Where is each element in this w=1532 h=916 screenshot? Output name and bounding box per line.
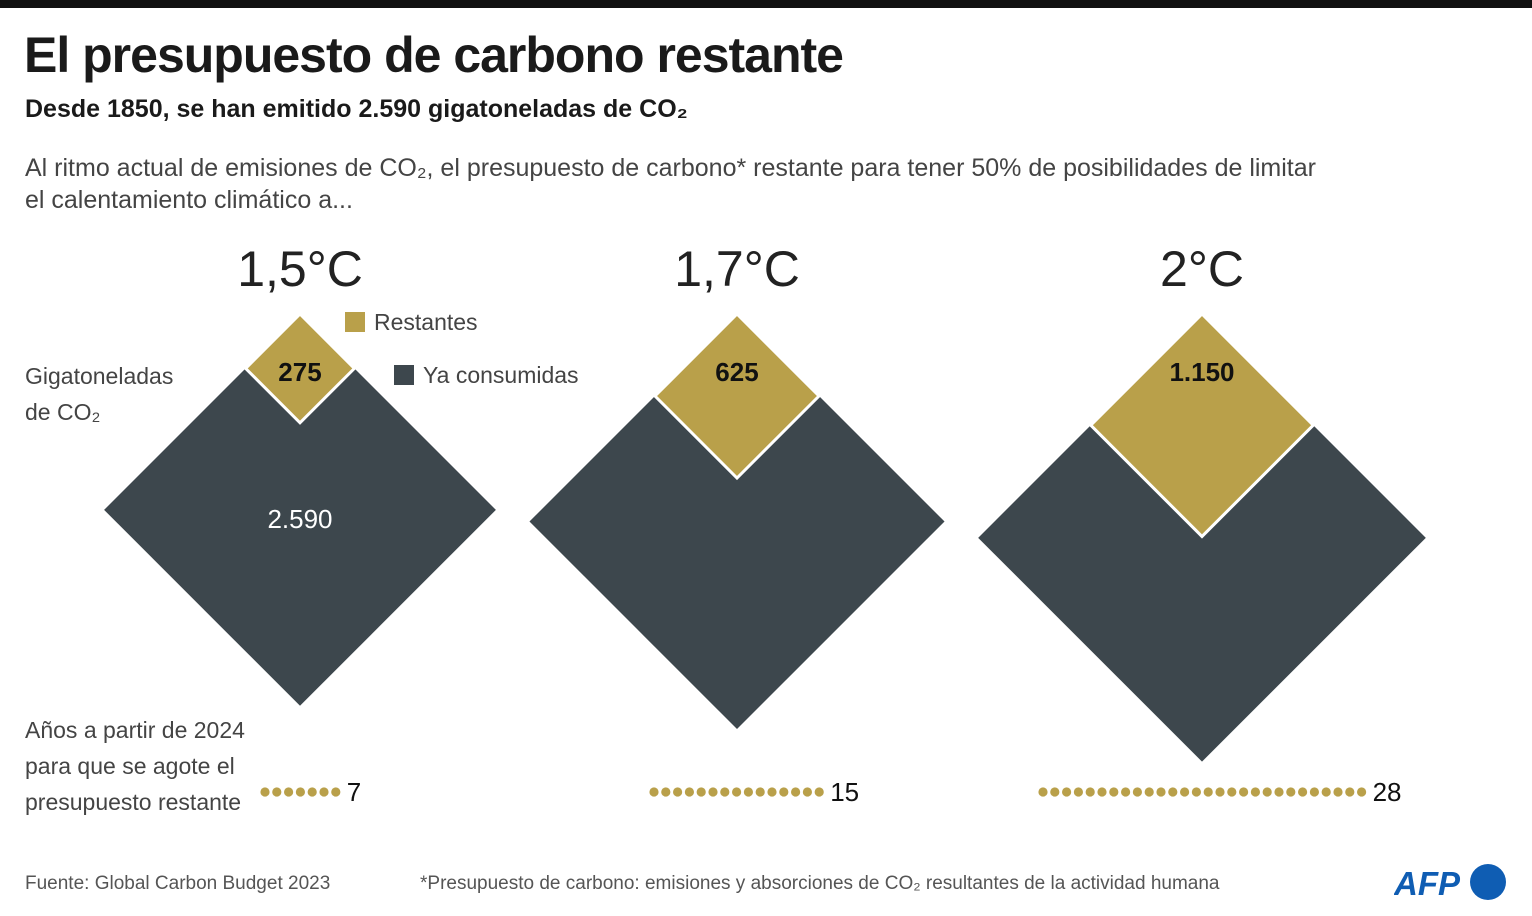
year-dot [1274,787,1284,797]
year-dot [1321,787,1331,797]
year-dot [661,787,671,797]
year-dot [649,787,659,797]
consumed-value-label: 2.590 [267,504,332,534]
year-dot [1191,787,1201,797]
chart-title: El presupuesto de carbono restante [24,27,844,83]
year-dot [779,787,789,797]
year-dot [260,787,270,797]
years-label: Años a partir de 2024 para que se agote … [25,717,245,815]
year-dot [1180,787,1190,797]
year-dot [1109,787,1119,797]
year-dot [1062,787,1072,797]
year-dot [1073,787,1083,797]
year-dot [1085,787,1095,797]
remaining-diamond [652,311,822,481]
scenario-label: 2°C [1160,241,1244,297]
remaining-value-label: 275 [278,357,321,387]
year-dot [295,787,305,797]
unit-label: Gigatoneladas de CO₂ [25,363,174,425]
year-dot [307,787,317,797]
year-dot [684,787,695,797]
year-dot [1132,787,1142,797]
legend-label: Restantes [374,309,478,335]
year-dot [1286,787,1296,797]
year-dot [1227,787,1237,797]
year-dot [1050,787,1060,797]
remaining-value-label: 1.150 [1169,357,1234,387]
year-dot [1262,787,1272,797]
year-dot [1239,787,1249,797]
year-dot [319,787,329,797]
year-dot [814,787,824,797]
year-dot [791,787,801,797]
year-dot [1250,787,1260,797]
source-note: Fuente: Global Carbon Budget 2023 [25,873,331,894]
year-dot [1309,787,1319,797]
year-dot [1215,787,1225,797]
chart-subtitle: Desde 1850, se han emitido 2.590 gigaton… [25,95,688,123]
years-value-label: 15 [830,777,859,807]
legend-swatch [394,365,414,385]
year-dot [1168,787,1178,797]
year-dot [732,787,742,797]
year-dot [755,787,765,797]
years-value-label: 28 [1373,777,1402,807]
year-dot [767,787,777,797]
year-dot [1203,787,1213,797]
year-dot [1298,787,1308,797]
year-dot [1156,787,1166,797]
year-dot [1121,787,1131,797]
year-dot [1038,787,1048,797]
year-dot [1144,787,1154,797]
year-dot [743,787,754,797]
year-dot [272,787,282,797]
year-dot [1333,787,1343,797]
scenario-label: 1,5°C [237,241,363,297]
year-dot [1097,787,1107,797]
year-dot [284,787,294,797]
legend-label: Ya consumidas [423,362,579,388]
year-dot [331,787,341,797]
top-rule [0,0,1532,8]
remaining-value-label: 625 [715,357,758,387]
year-dot [696,787,706,797]
svg-text:AFP: AFP [1394,865,1461,902]
consumed-diamond [529,314,945,730]
legend-item-consumed: Ya consumidas [394,362,579,389]
consumed-diamond [104,314,496,706]
year-dot [673,787,683,797]
legend-swatch [345,312,365,332]
year-dot [708,787,718,797]
legend-item-remaining: Restantes [345,309,478,336]
years-value-label: 7 [347,777,361,807]
year-dot [802,787,813,797]
afp-logo: AFP [1393,862,1509,909]
remaining-diamond [243,311,357,425]
scenario-label: 1,7°C [674,241,800,297]
footnote: *Presupuesto de carbono: emisiones y abs… [420,873,1220,894]
intro-text: Al ritmo actual de emisiones de CO₂, el … [25,154,1316,214]
year-dot [1357,787,1367,797]
year-dot [1345,787,1355,797]
year-dot [720,787,730,797]
remaining-diamond [1088,311,1316,539]
